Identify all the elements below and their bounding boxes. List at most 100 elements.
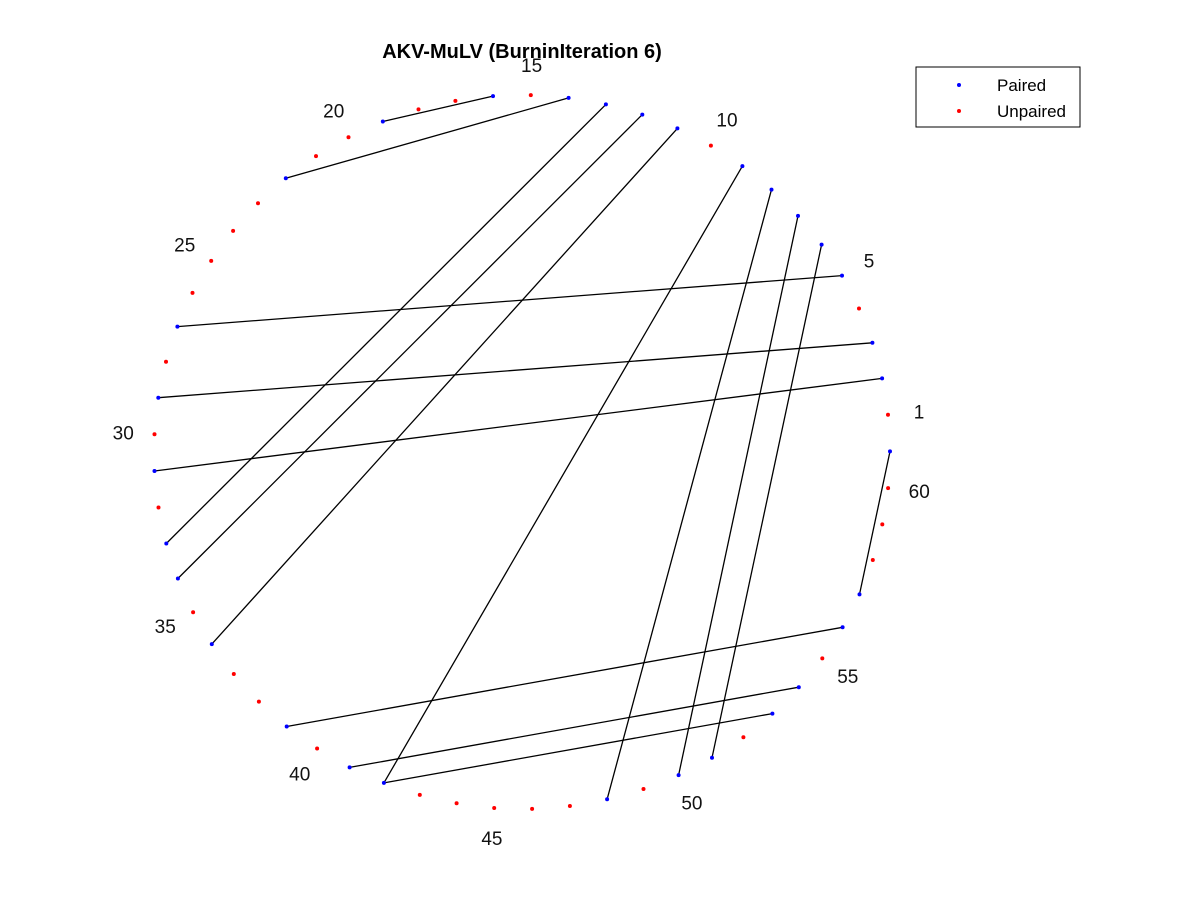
points [152,93,892,811]
paired-point-57 [857,592,862,597]
unpaired-point-15 [528,93,533,98]
index-label-55: 55 [837,667,858,688]
legend: Paired Unpaired [915,66,1081,128]
paired-point-11 [675,126,680,131]
legend-marker-paired [957,83,961,87]
paired-point-6 [819,242,824,247]
unpaired-point-32 [156,505,161,510]
paired-point-3 [870,340,875,345]
paired-point-12 [640,112,645,117]
pair-line-16-19 [382,95,494,123]
paired-point-48 [605,797,610,802]
pair-line-9-42 [383,165,743,784]
unpaired-point-4 [857,306,861,311]
legend-label-paired: Paired [997,76,1046,95]
pair-line-42-53 [383,712,773,784]
pair-line-5-27 [177,274,843,328]
unpaired-point-59 [880,522,885,527]
paired-point-31 [152,469,157,473]
unpaired-point-17 [453,98,458,103]
pair-line-8-48 [606,189,773,800]
unpaired-point-52 [741,735,746,740]
index-label-60: 60 [909,482,930,503]
paired-point-42 [381,780,386,785]
paired-point-56 [840,625,845,630]
unpaired-point-44 [454,801,459,806]
paired-point-16 [491,94,495,99]
paired-point-19 [380,119,385,124]
unpaired-point-37 [231,672,236,676]
paired-point-2 [880,376,885,381]
unpaired-point-20 [346,135,351,140]
unpaired-point-47 [567,804,572,808]
index-label-10: 10 [716,111,737,132]
index-label-45: 45 [481,829,502,850]
paired-point-36 [209,642,214,647]
unpaired-point-45 [492,806,497,810]
unpaired-point-26 [190,290,195,295]
pair-line-13-33 [165,103,607,544]
unpaired-point-49 [641,787,646,791]
paired-point-27 [175,324,180,329]
unpaired-point-21 [314,154,318,159]
paired-point-9 [740,164,745,169]
paired-point-41 [347,765,352,770]
unpaired-point-25 [209,258,214,263]
unpaired-point-23 [256,201,260,206]
paired-point-33 [164,541,169,546]
unpaired-point-10 [708,143,713,148]
pair-line-57-61 [858,451,891,595]
pair-line-12-34 [177,114,643,579]
paired-point-29 [156,395,161,400]
index-label-40: 40 [289,765,310,786]
unpaired-point-40 [315,746,320,751]
pair-line-7-50 [677,215,799,776]
pair-line-6-51 [711,244,823,758]
unpaired-point-30 [152,432,157,437]
index-label-50: 50 [681,794,702,815]
paired-point-5 [840,273,844,278]
paired-point-54 [796,685,801,690]
pair-line-39-56 [286,626,843,728]
index-label-30: 30 [113,424,134,445]
paired-point-7 [796,213,800,218]
paired-point-22 [283,176,288,181]
paired-point-34 [175,576,180,581]
index-label-20: 20 [323,101,344,122]
unpaired-point-43 [417,792,422,797]
legend-box [915,66,1081,128]
pair-line-3-29 [158,342,873,399]
unpaired-point-46 [530,806,535,811]
pair-lines [154,95,891,800]
index-label-35: 35 [155,617,176,638]
paired-point-14 [566,95,571,100]
pair-line-14-22 [285,97,569,179]
unpaired-point-38 [256,699,261,704]
unpaired-point-55 [820,656,825,661]
unpaired-point-1 [886,412,890,417]
index-label-1: 1 [914,403,925,424]
paired-point-39 [284,724,289,729]
unpaired-point-60 [886,486,891,491]
legend-label-unpaired: Unpaired [997,102,1066,121]
unpaired-point-28 [164,359,168,364]
index-label-5: 5 [864,252,875,273]
chart-title: AKV-MuLV (BurninIteration 6) [382,41,662,63]
pair-line-11-36 [211,127,678,645]
paired-point-61 [888,449,892,454]
unpaired-point-58 [870,558,875,562]
paired-point-51 [710,755,714,760]
index-label-25: 25 [174,236,195,257]
unpaired-point-35 [191,610,196,615]
paired-point-13 [603,102,608,107]
paired-point-53 [770,711,775,716]
paired-point-8 [769,187,774,192]
pair-line-41-54 [349,686,799,769]
legend-marker-unpaired [957,109,961,113]
pair-line-2-31 [154,377,883,472]
unpaired-point-18 [416,107,421,112]
index-label-15: 15 [521,56,542,77]
